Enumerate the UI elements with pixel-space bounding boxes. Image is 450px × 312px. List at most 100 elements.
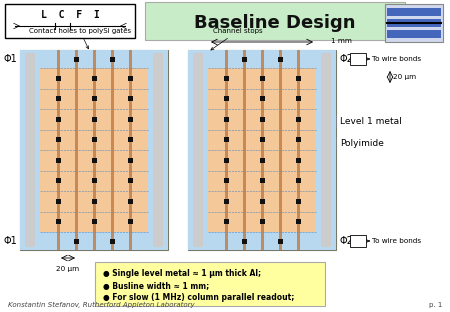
Bar <box>243 50 246 250</box>
Bar <box>127 117 132 122</box>
Text: 20 μm: 20 μm <box>393 74 416 80</box>
Bar <box>387 8 441 16</box>
Text: Φ2: Φ2 <box>339 54 353 64</box>
Bar <box>224 158 229 163</box>
Bar <box>224 117 229 122</box>
Bar <box>260 117 265 122</box>
Bar <box>188 50 336 250</box>
Bar <box>40 232 148 250</box>
Text: Channel stops: Channel stops <box>211 28 263 50</box>
Bar <box>151 53 165 247</box>
Bar <box>91 178 96 183</box>
Bar <box>91 219 96 224</box>
Bar <box>260 137 265 142</box>
Bar <box>20 50 25 250</box>
Bar <box>316 50 321 250</box>
Bar <box>203 50 208 250</box>
Bar <box>55 219 60 224</box>
Bar <box>296 219 301 224</box>
Bar <box>319 53 333 247</box>
Text: Level 1 metal: Level 1 metal <box>340 116 402 125</box>
Bar <box>73 56 78 61</box>
Text: Φ1: Φ1 <box>3 54 17 64</box>
Bar <box>225 50 228 250</box>
Bar <box>127 137 132 142</box>
Text: L  C  F  I: L C F I <box>40 10 99 20</box>
Bar <box>23 53 37 247</box>
Bar <box>279 50 282 250</box>
Bar <box>40 50 148 68</box>
Bar <box>224 178 229 183</box>
Bar <box>91 96 96 101</box>
Bar <box>127 219 132 224</box>
Bar <box>208 50 316 68</box>
Bar <box>91 117 96 122</box>
Bar <box>145 2 405 40</box>
Bar <box>5 4 135 38</box>
Bar <box>55 178 60 183</box>
Bar <box>350 235 366 247</box>
Bar <box>296 178 301 183</box>
Text: To wire bonds: To wire bonds <box>372 238 421 244</box>
Bar <box>55 96 60 101</box>
Bar <box>278 238 283 243</box>
Bar <box>57 50 59 250</box>
Bar <box>224 96 229 101</box>
Bar <box>20 50 40 250</box>
Bar <box>129 50 131 250</box>
Text: Konstantin Stefanov, Rutherford Appleton Laboratory: Konstantin Stefanov, Rutherford Appleton… <box>8 302 194 308</box>
Bar <box>296 96 301 101</box>
Bar <box>20 50 168 250</box>
Bar <box>55 137 60 142</box>
Text: Φ2: Φ2 <box>339 236 353 246</box>
Bar <box>385 4 443 42</box>
Bar <box>55 76 60 81</box>
Bar <box>91 137 96 142</box>
Bar <box>224 76 229 81</box>
Bar <box>296 76 301 81</box>
Bar <box>148 50 153 250</box>
Bar <box>242 56 247 61</box>
Bar <box>191 53 205 247</box>
Bar <box>260 158 265 163</box>
Bar <box>296 137 301 142</box>
Text: ● Busline width ≈ 1 mm;: ● Busline width ≈ 1 mm; <box>103 282 209 291</box>
Bar <box>127 158 132 163</box>
Bar <box>127 76 132 81</box>
Bar <box>318 115 336 127</box>
Bar <box>127 96 132 101</box>
Text: ● Single level metal ≈ 1 μm thick Al;: ● Single level metal ≈ 1 μm thick Al; <box>103 269 261 278</box>
Bar <box>208 232 316 250</box>
Bar <box>316 50 336 250</box>
Bar <box>350 53 366 65</box>
Text: Baseline Design: Baseline Design <box>194 14 356 32</box>
Bar <box>163 50 168 250</box>
Text: To wire bonds: To wire bonds <box>372 56 421 62</box>
Bar <box>296 199 301 204</box>
Bar <box>260 178 265 183</box>
Bar <box>109 56 114 61</box>
Bar <box>387 30 441 38</box>
Bar <box>297 50 300 250</box>
Bar <box>127 178 132 183</box>
Bar <box>260 219 265 224</box>
Bar <box>75 50 77 250</box>
Text: p. 1: p. 1 <box>428 302 442 308</box>
Bar <box>111 50 113 250</box>
Text: Φ1: Φ1 <box>3 236 17 246</box>
Bar <box>331 50 336 250</box>
Bar <box>261 50 264 250</box>
Bar <box>93 50 95 250</box>
Bar <box>278 56 283 61</box>
Text: Contact holes to polySi gates: Contact holes to polySi gates <box>29 28 131 49</box>
Bar <box>318 137 336 149</box>
Bar <box>224 199 229 204</box>
Bar <box>260 96 265 101</box>
Text: 1 mm: 1 mm <box>331 38 352 44</box>
Bar <box>35 50 40 250</box>
Bar <box>224 219 229 224</box>
Bar <box>188 50 193 250</box>
Bar <box>91 76 96 81</box>
Bar <box>242 238 247 243</box>
Bar <box>109 238 114 243</box>
